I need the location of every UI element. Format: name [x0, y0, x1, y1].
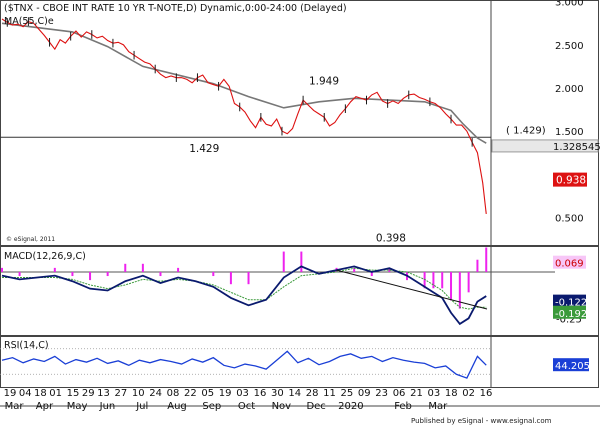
- price-tick-label: 0.500: [555, 213, 584, 224]
- x-tick-label: 02: [462, 388, 475, 399]
- ma-label: MA(55,C)e: [4, 16, 54, 27]
- x-tick-label: 19: [219, 388, 232, 399]
- price-line: [1, 18, 487, 215]
- x-month-label: Sep: [202, 401, 221, 412]
- rsi-line: [1, 350, 487, 379]
- x-month-label: 2020: [338, 401, 363, 412]
- x-tick-label: 16: [480, 388, 493, 399]
- x-tick-label: 16: [254, 388, 267, 399]
- last-price-box: [491, 139, 599, 153]
- x-tick-label: 29: [82, 388, 95, 399]
- x-tick-label: 04: [19, 388, 32, 399]
- x-month-label: Apr: [36, 401, 54, 412]
- pane-frame-macd: [0, 246, 599, 336]
- x-tick-label: 28: [306, 388, 319, 399]
- x-tick-label: 03: [236, 388, 249, 399]
- x-month-label: Feb: [394, 401, 412, 412]
- x-tick-label: 14: [288, 388, 301, 399]
- price-tick-label: 2.500: [555, 41, 584, 52]
- rsi-value-label: 44.205: [555, 361, 590, 372]
- macd-value-box: [553, 294, 586, 308]
- signal-line: [2, 267, 487, 310]
- x-tick-label: 11: [323, 388, 336, 399]
- x-tick-label: 13: [97, 388, 110, 399]
- x-tick-label: 03: [427, 388, 440, 399]
- x-tick-label: 22: [184, 388, 197, 399]
- x-tick-label: 01: [49, 388, 62, 399]
- rsi-title: RSI(14,C): [4, 340, 49, 351]
- pane-frame-rsi: [0, 336, 599, 388]
- x-tick-label: 06: [393, 388, 406, 399]
- macd-value-box: [553, 305, 586, 319]
- macd-trendline: [336, 269, 488, 310]
- x-tick-label: 05: [201, 388, 214, 399]
- macd-value-box: [553, 255, 586, 269]
- pane-frame-price: [0, 0, 599, 246]
- ma-line: [1, 22, 487, 144]
- x-tick-label: 15: [67, 388, 80, 399]
- footer-text: Published by eSignal - www.esignal.com: [411, 417, 552, 425]
- x-month-label: Oct: [238, 401, 255, 412]
- x-tick-label: 09: [358, 388, 371, 399]
- x-tick-label: 30: [271, 388, 284, 399]
- x-month-label: Nov: [272, 401, 292, 412]
- macd-value-label: -0.122: [555, 298, 587, 309]
- x-tick-label: 25: [341, 388, 354, 399]
- price-annotation: 0.398: [376, 233, 406, 245]
- x-tick-label: 18: [34, 388, 47, 399]
- price-tick-label: 2.000: [555, 84, 584, 95]
- support-label: ( 1.429): [506, 125, 546, 136]
- price-tick-label: 1.500: [555, 127, 584, 138]
- x-month-label: Aug: [167, 401, 187, 412]
- x-month-label: Jun: [99, 401, 116, 412]
- x-tick-label: 27: [114, 388, 127, 399]
- x-month-label: Mar: [428, 401, 448, 412]
- current-price-box: [553, 172, 587, 187]
- x-month-label: Jul: [135, 401, 148, 412]
- last-price-value: 1.328545: [553, 142, 600, 153]
- macd-value-label: -0.192: [555, 309, 587, 320]
- macd-value-label: 0.069: [555, 259, 584, 270]
- price-annotation: 1.429: [189, 143, 219, 155]
- macd-title: MACD(12,26,9,C): [4, 251, 86, 262]
- x-tick-label: 24: [149, 388, 162, 399]
- x-month-label: May: [67, 401, 88, 412]
- x-tick-label: 21: [410, 388, 423, 399]
- chart-title: ($TNX - CBOE INT RATE 10 YR T-NOTE,D) Dy…: [4, 3, 347, 14]
- macd-tick-label: -0.25: [556, 314, 582, 325]
- watermark: © eSignal, 2011: [6, 236, 55, 243]
- x-tick-label: 18: [445, 388, 458, 399]
- x-tick-label: 10: [132, 388, 145, 399]
- x-month-label: Mar: [5, 401, 25, 412]
- x-month-label: Dec: [306, 401, 325, 412]
- current-price-value: 0.938: [556, 175, 586, 187]
- x-tick-label: 08: [167, 388, 180, 399]
- rsi-value-box: [553, 358, 589, 372]
- price-tick-label: 3.000: [555, 0, 584, 9]
- price-annotation: 1.949: [309, 76, 339, 88]
- x-tick-label: 19: [4, 388, 17, 399]
- x-tick-label: 23: [375, 388, 388, 399]
